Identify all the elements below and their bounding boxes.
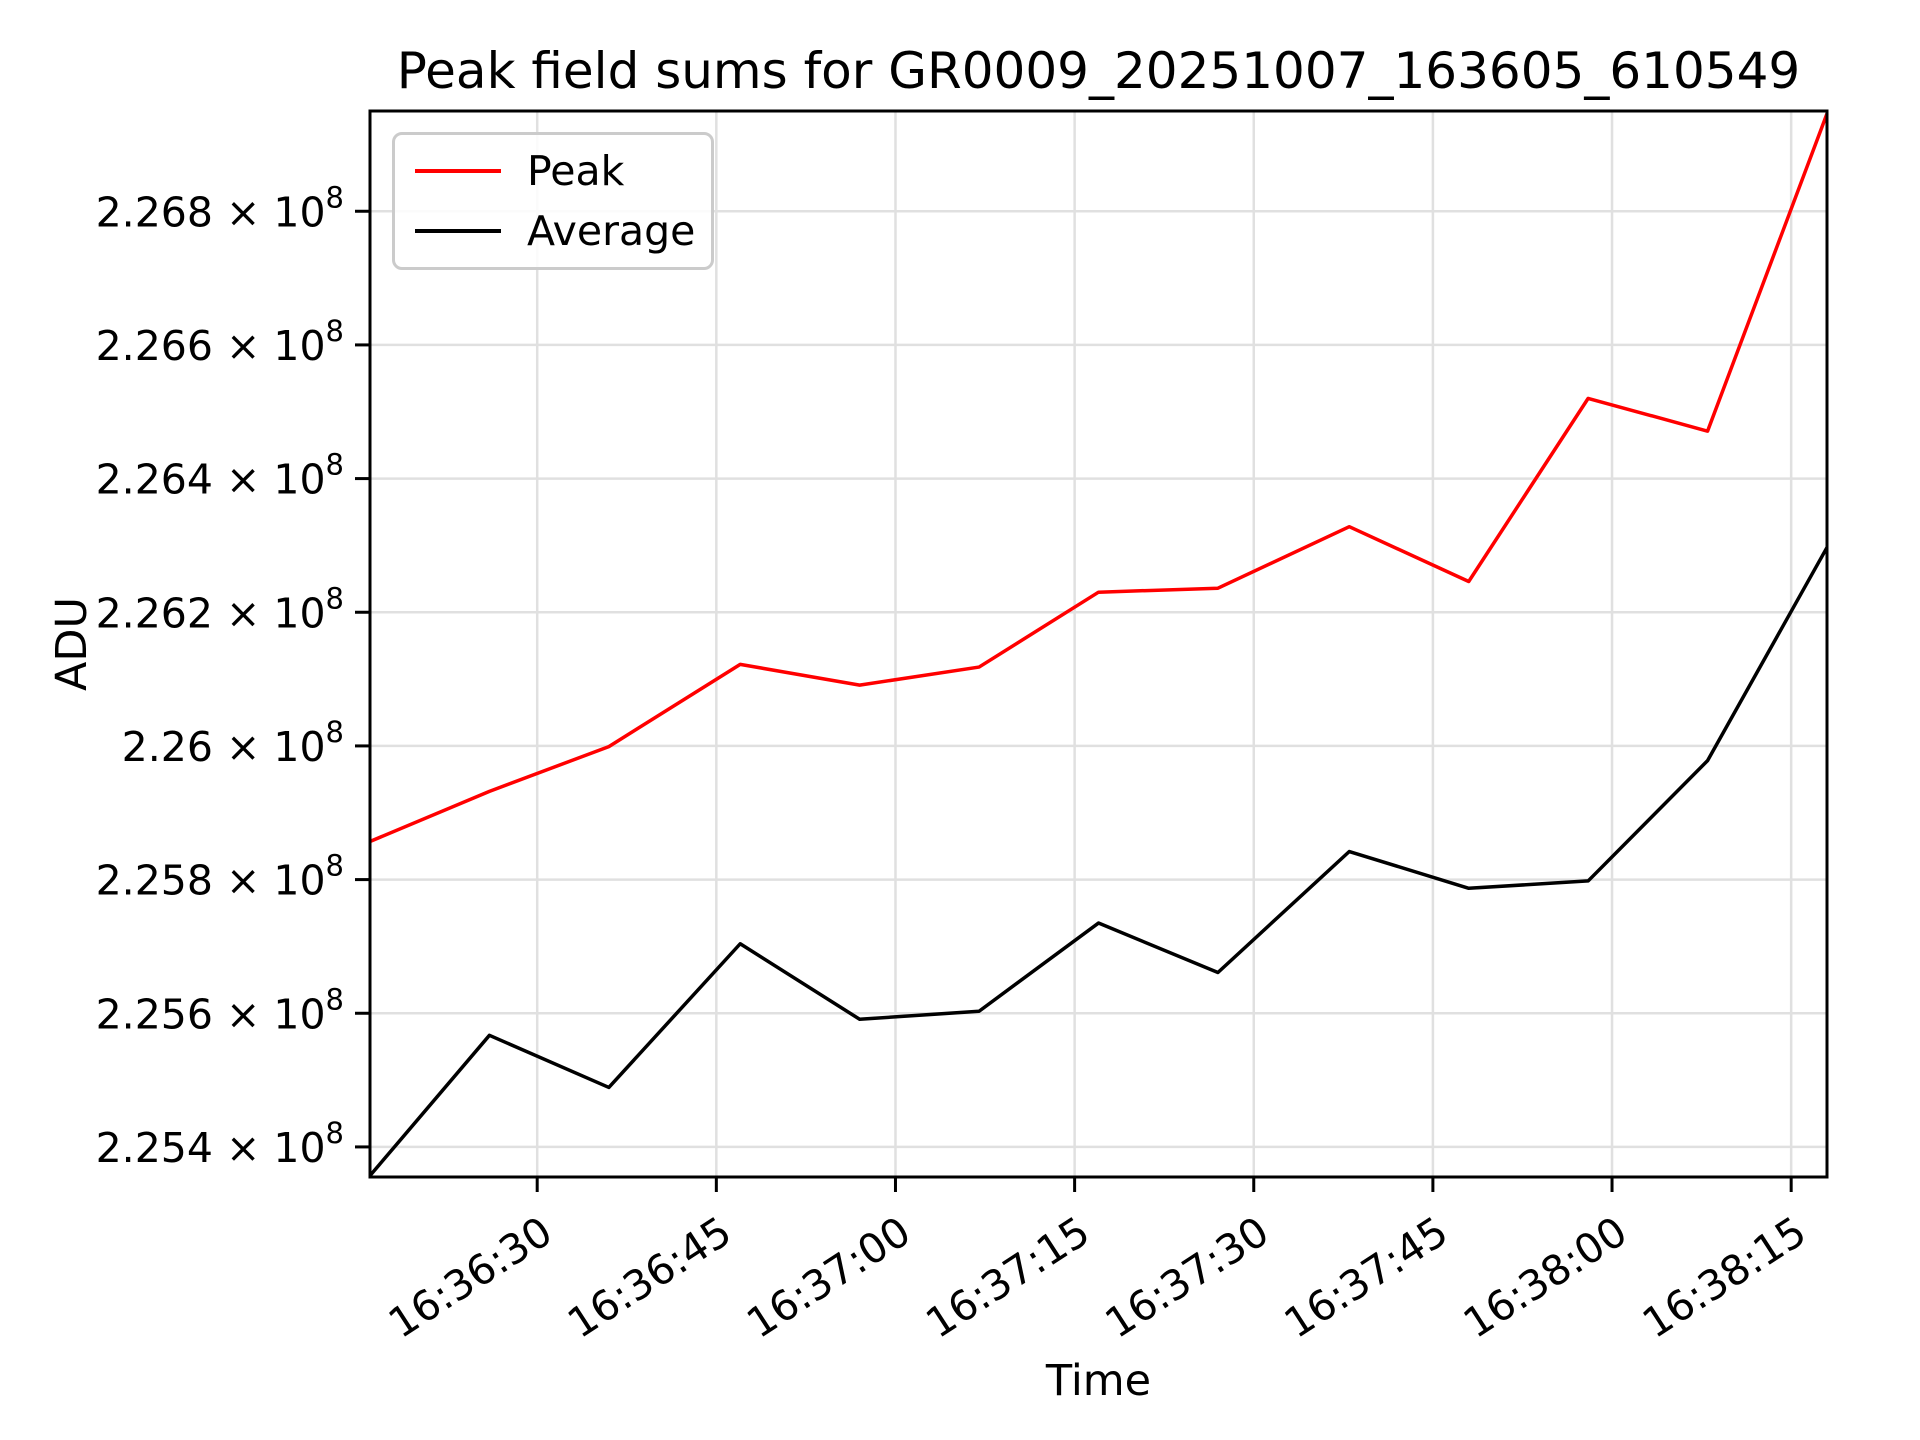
legend-item-average: Average (415, 207, 711, 255)
x-tick-label: 16:38:15 (1634, 1207, 1815, 1348)
x-tick-label: 16:37:00 (738, 1207, 919, 1348)
legend-item-peak: Peak (415, 147, 711, 195)
y-axis-label: ADU (47, 597, 97, 691)
y-tick-label: 2.26 × 108 (122, 715, 344, 771)
x-tick-label: 16:37:30 (1097, 1207, 1278, 1348)
plot-border (368, 109, 1829, 1179)
legend: Peak Average (392, 132, 714, 270)
y-tick-label: 2.256 × 108 (96, 982, 344, 1038)
x-tick-label: 16:36:45 (559, 1207, 740, 1348)
y-tick-label: 2.268 × 108 (96, 180, 344, 236)
average-line-sample-icon (415, 229, 501, 233)
y-tick-label: 2.258 × 108 (96, 849, 344, 905)
chart-title: Peak field sums for GR0009_20251007_1636… (396, 42, 1801, 100)
legend-label-average: Average (527, 207, 696, 255)
x-tick-label: 16:38:00 (1455, 1207, 1636, 1348)
x-tick-label: 16:37:15 (917, 1207, 1098, 1348)
legend-label-peak: Peak (527, 147, 625, 195)
y-tick-label: 2.262 × 108 (96, 581, 344, 637)
x-axis-label: Time (1045, 1356, 1152, 1406)
peak-line-sample-icon (415, 169, 501, 173)
y-tick-label: 2.254 × 108 (96, 1116, 344, 1172)
y-tick-label: 2.264 × 108 (96, 448, 344, 504)
average-series-line (368, 546, 1829, 1177)
x-tick-label: 16:36:30 (380, 1207, 561, 1348)
peak-series-line (369, 113, 1829, 844)
y-tick-label: 2.266 × 108 (96, 314, 344, 370)
gridlines (370, 111, 1827, 1177)
axis-ticks: 16:36:3016:36:4516:37:0016:37:1516:37:30… (96, 180, 1815, 1347)
x-tick-label: 16:37:45 (1276, 1207, 1457, 1348)
